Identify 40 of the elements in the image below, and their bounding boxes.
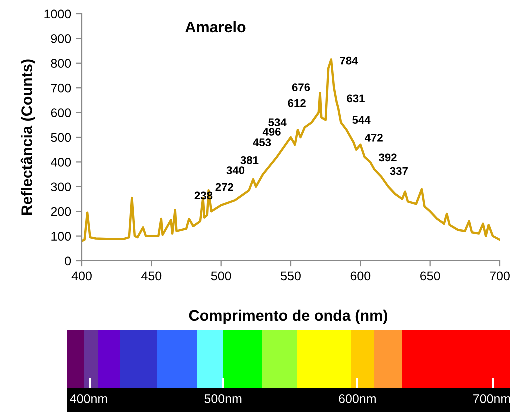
annotation: 544 [352,116,371,124]
y-tick-label: 200 [51,207,72,216]
x-tick-label: 400 [72,272,92,281]
annotation: 392 [379,154,397,162]
x-tick-label: 550 [281,272,301,281]
annotation: 631 [347,94,365,103]
annotation: 453 [253,138,272,147]
x-tick-label: 450 [142,272,162,281]
annotation: 534 [268,118,287,127]
text: 700nm [474,394,510,404]
y-tick-label: 300 [51,182,72,192]
annotation: 337 [390,167,408,176]
annotation: 612 [288,99,306,108]
line-series [82,58,500,242]
x-axis-title: Comprimento de onda (nm) [189,310,388,324]
y-tick-label: 600 [51,108,72,118]
annotation: 340 [226,166,245,174]
x-tick-label: 650 [420,272,440,281]
text: 400nm [70,394,108,404]
chart-title: Amarelo [186,21,246,33]
y-axis-title: Reflectância (Counts) [20,60,36,215]
y-tick-label: 500 [51,133,72,142]
annotation: 381 [240,156,259,164]
text: 500nm [204,394,242,404]
y-tick-label: 100 [52,232,72,241]
annotation: 676 [292,84,310,92]
annotation: 496 [262,128,281,136]
y-tick-label: 800 [51,59,72,68]
y-tick-label: 700 [51,84,72,93]
x-tick-label: 700 [490,272,510,281]
y-tick-label: 400 [51,158,72,167]
text: 600nm [339,394,376,404]
annotation: 784 [340,56,358,65]
annotation: 272 [216,183,234,192]
y-tick-label: 0 [65,256,72,266]
x-tick-label: 500 [211,272,232,281]
annotation: 472 [364,134,383,142]
y-tick-label: 1000 [44,10,72,19]
x-tick-label: 600 [350,272,371,281]
y-tick-label: 900 [51,34,72,44]
